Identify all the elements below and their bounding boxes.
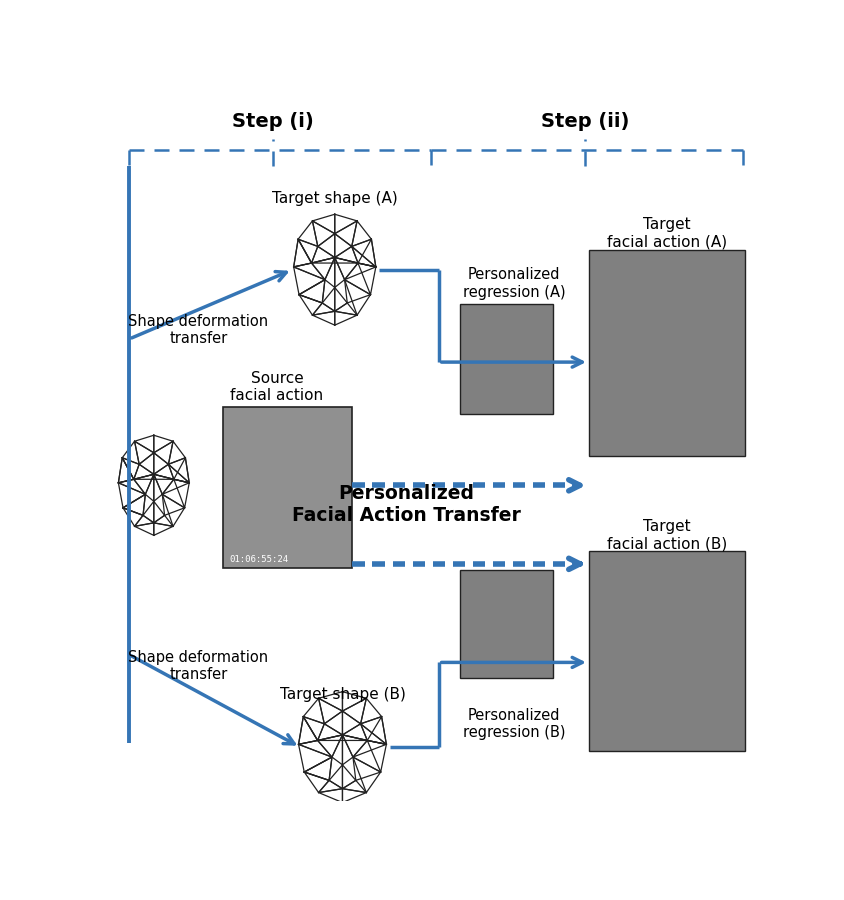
Text: Personalized
regression (B): Personalized regression (B) [463, 707, 565, 740]
Bar [589, 250, 745, 456]
Text: Target shape (B): Target shape (B) [279, 688, 405, 702]
Text: Target
facial action (A): Target facial action (A) [607, 217, 727, 249]
Text: Shape deformation
transfer: Shape deformation transfer [128, 650, 268, 682]
Bar [589, 551, 745, 751]
Text: Step (i): Step (i) [232, 112, 314, 131]
Text: Target
facial action (B): Target facial action (B) [607, 519, 727, 552]
Text: Source
facial action: Source facial action [230, 371, 323, 403]
Text: Personalized
Facial Action Transfer: Personalized Facial Action Transfer [292, 484, 521, 525]
Text: 01:06:55:24: 01:06:55:24 [230, 554, 289, 563]
Bar [460, 304, 553, 415]
Text: Target shape (A): Target shape (A) [272, 192, 398, 206]
Bar [223, 407, 353, 569]
Bar [460, 570, 553, 678]
Text: Personalized
regression (A): Personalized regression (A) [463, 267, 565, 300]
Text: Shape deformation
transfer: Shape deformation transfer [128, 313, 268, 346]
Text: Step (ii): Step (ii) [541, 112, 629, 131]
